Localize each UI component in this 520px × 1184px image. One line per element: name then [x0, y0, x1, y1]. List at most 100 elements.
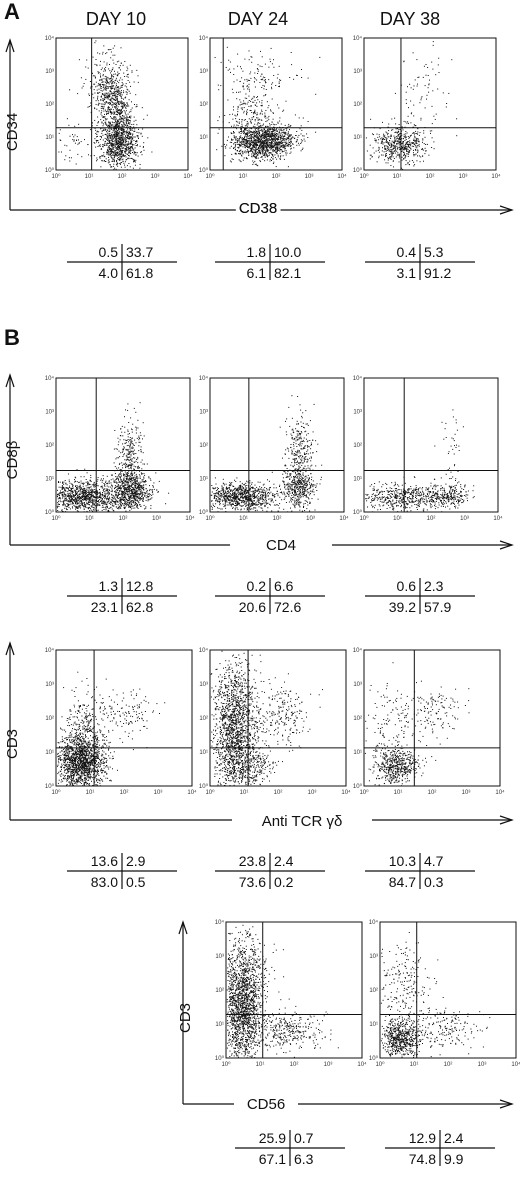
cd3-cd56-day24-events [226, 924, 339, 1059]
cd3-tcrgd-day38-y-tick: 10² [353, 716, 362, 722]
quadrant-lower-left-value: 6.1 [247, 265, 267, 281]
cd34-cd38-day10-x-tick: 10³ [151, 174, 160, 180]
cd3-tcrgd-day10-y-tick: 10³ [45, 682, 54, 688]
quadrant-lower-left-value: 73.6 [239, 874, 266, 890]
quadrant-lower-left-value: 20.6 [239, 599, 266, 615]
cd3-tcrgd-day24-y-tick: 10⁰ [199, 783, 209, 790]
cd3-tcrgd-day38-y-tick: 10³ [353, 682, 362, 688]
quadrant-lower-left-value: 23.1 [91, 599, 118, 615]
cd3-cd56-day38-x-tick: 10³ [478, 1062, 487, 1068]
cd3-cd56-day24-y-tick: 10² [215, 988, 224, 994]
cd34-cd38-day24-y-tick: 10⁴ [199, 35, 209, 42]
quadrant-upper-right-value: 4.7 [424, 853, 444, 869]
panel-a-x-label-text: CD38 [239, 200, 277, 217]
panel-b-row3-y-label: CD3 [177, 1003, 194, 1033]
cd3-tcrgd-day24-x-tick: 10¹ [240, 790, 249, 796]
cd3-cd56-day38-y-tick: 10³ [369, 954, 378, 960]
cd8b-cd4-day24-x-tick: 10⁰ [205, 515, 215, 522]
quadrant-upper-left-value: 0.5 [99, 244, 119, 260]
day-24-label: DAY 24 [228, 9, 288, 29]
cd34-cd38-day24-y-tick: 10³ [199, 69, 208, 75]
cd3-cd56-day24-x-tick: 10⁴ [357, 1061, 367, 1068]
cd3-tcrgd-day24-x-tick: 10⁰ [205, 789, 215, 796]
cd3-tcrgd-day10-y-tick: 10¹ [45, 750, 54, 756]
cd34-cd38-day38-x-tick: 10¹ [393, 174, 402, 180]
panel-b-row2-x-label: Anti TCR γδ [262, 813, 343, 830]
cd3-cd56-day38-frame [379, 921, 517, 1059]
cd34-cd38-day24-events [214, 46, 321, 168]
cd8b-cd4-day38-x-tick: 10² [427, 516, 436, 522]
cd34-cd38-day10-x-tick: 10² [118, 174, 127, 180]
cd34-cd38-day24-y-tick: 10¹ [199, 135, 208, 141]
quadrant-lower-right-value: 9.9 [444, 1151, 464, 1167]
quadrant-upper-right-value: 0.7 [294, 1130, 314, 1146]
cd8b-cd4-day10-x-tick: 10² [119, 516, 128, 522]
cd8b-cd4-day38-y-tick: 10¹ [353, 477, 362, 483]
cd3-tcrgd-day24-frame [209, 649, 347, 787]
cd34-cd38-day10-y-tick: 10⁰ [45, 167, 55, 174]
quadrant-upper-left-value: 1.8 [247, 244, 267, 260]
cd34-cd38-day10-y-tick: 10² [45, 102, 54, 108]
cd34-cd38-day10-quadrant-table: 0.5 33.7 4.0 61.8 [67, 244, 177, 281]
cd3-tcrgd-day38-y-tick: 10¹ [353, 750, 362, 756]
cd3-tcrgd-day24-events [210, 650, 323, 786]
cd34-cd38-day38-x-tick: 10⁰ [359, 173, 369, 180]
cd3-cd56-day24-y-tick: 10¹ [215, 1022, 224, 1028]
cd8b-cd4-day10-y-tick: 10⁴ [45, 375, 55, 382]
panel-a-y-label: CD34 [4, 113, 21, 151]
cd34-cd38-day38-y-tick: 10⁴ [353, 35, 363, 42]
panel-b-letter: B [4, 325, 20, 350]
cd3-cd56-day24-y-tick: 10³ [215, 954, 224, 960]
cd3-cd56-day38-x-tick: 10⁰ [375, 1061, 385, 1068]
cd3-tcrgd-day38-x-tick: 10⁰ [359, 789, 369, 796]
quadrant-upper-right-value: 2.3 [424, 578, 444, 594]
quadrant-lower-left-value: 74.8 [409, 1151, 436, 1167]
cd3-tcrgd-day10-x-tick: 10⁰ [51, 789, 61, 796]
cd3-tcrgd-day38-x-tick: 10³ [462, 790, 471, 796]
quadrant-upper-right-value: 12.8 [126, 578, 153, 594]
quadrant-lower-left-value: 39.2 [389, 599, 416, 615]
quadrant-upper-right-value: 2.4 [274, 853, 294, 869]
cd3-cd56-day24-x-tick: 10³ [324, 1062, 333, 1068]
cd8b-cd4-day24-events [210, 395, 323, 513]
cd8b-cd4-day10-y-tick: 10⁰ [45, 509, 55, 516]
cd8b-cd4-day24-x-tick: 10⁴ [339, 515, 349, 522]
cd3-tcrgd-day10-y-tick: 10⁴ [45, 647, 55, 654]
cd8b-cd4-day38-x-tick: 10⁰ [359, 515, 369, 522]
cd8b-cd4-day10-quadrant-table: 1.3 12.8 23.1 62.8 [67, 578, 177, 615]
plots-layer: 10⁰10⁰10¹10¹10²10²10³10³10⁴10⁴10⁰10⁰10¹1… [45, 35, 520, 1068]
panel-b-row2-axes [5, 641, 514, 825]
cd3-tcrgd-day10-x-tick: 10¹ [86, 790, 95, 796]
quadrant-lower-right-value: 57.9 [424, 599, 451, 615]
day-38-label: DAY 38 [380, 9, 440, 29]
cd3-cd56-day24-quadrant-table: 25.9 0.7 67.1 6.3 [235, 1130, 345, 1167]
cd8b-cd4-day24-y-tick: 10⁴ [199, 375, 209, 382]
cd3-cd56-day38-y-tick: 10² [369, 988, 378, 994]
quadrant-lower-left-value: 67.1 [259, 1151, 286, 1167]
quadrant-upper-right-value: 5.3 [424, 244, 444, 260]
cd34-cd38-day38-x-tick: 10⁴ [491, 173, 501, 180]
cd8b-cd4-day38-x-tick: 10⁴ [493, 515, 503, 522]
panel-b-row3-x-label: CD56 [247, 1096, 285, 1113]
quadrant-upper-left-value: 0.2 [247, 578, 267, 594]
cd3-tcrgd-day10-frame [55, 649, 193, 787]
cd34-cd38-day38-y-tick: 10¹ [353, 135, 362, 141]
cd8b-cd4-day38-frame [363, 377, 499, 513]
cd34-cd38-day10-frame [55, 37, 189, 171]
cd34-cd38-day10-y-tick: 10¹ [45, 135, 54, 141]
cd8b-cd4-day10-x-tick: 10⁰ [51, 515, 61, 522]
cd3-tcrgd-day38-x-tick: 10⁴ [495, 789, 505, 796]
cd34-cd38-day24-x-tick: 10³ [305, 174, 314, 180]
quadrant-lower-right-value: 0.3 [424, 874, 444, 890]
cd3-cd56-day24-x-tick: 10⁰ [221, 1061, 231, 1068]
quadrant-upper-left-value: 1.3 [99, 578, 119, 594]
cd3-tcrgd-day38-frame [363, 649, 501, 787]
cd3-tcrgd-day38-x-tick: 10¹ [394, 790, 403, 796]
cd34-cd38-day10-y-tick: 10⁴ [45, 35, 55, 42]
